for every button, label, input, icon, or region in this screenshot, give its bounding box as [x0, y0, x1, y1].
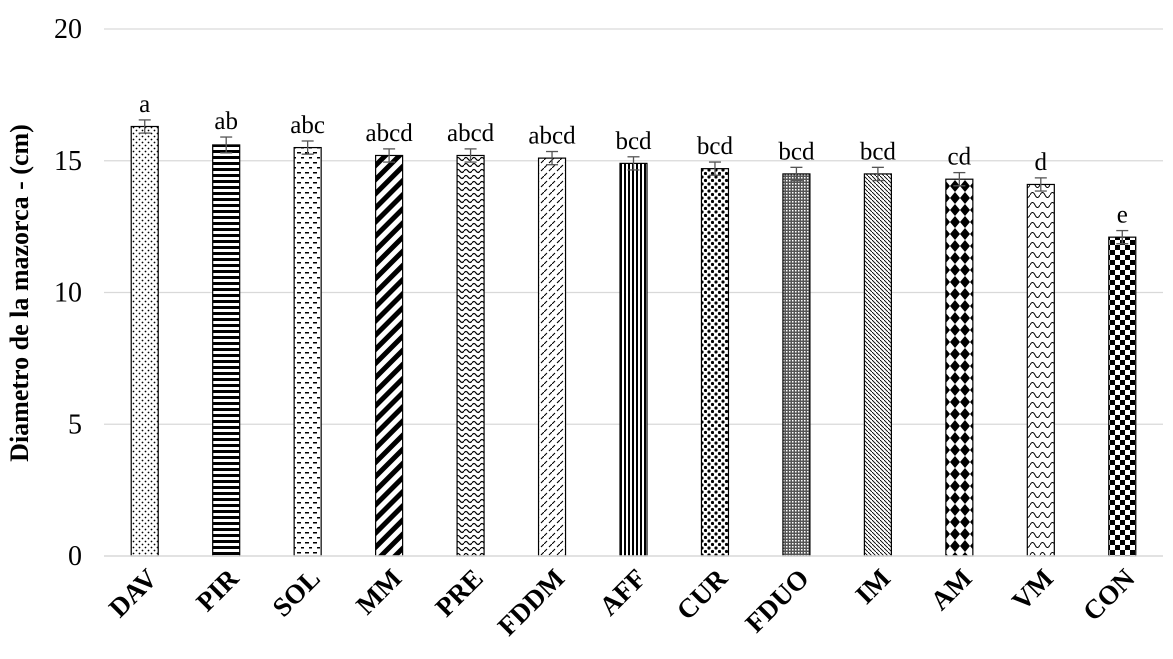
significance-letter: abcd: [447, 120, 495, 147]
x-tick-label: AFF: [593, 563, 651, 621]
bar-pir: [212, 144, 241, 557]
significance-letter: ab: [214, 108, 238, 135]
y-tick-label: 5: [68, 409, 82, 440]
significance-letter: bcd: [778, 138, 815, 165]
bar-con: [1108, 236, 1137, 557]
bar-im: [863, 173, 892, 557]
significance-letter: bcd: [860, 138, 897, 165]
bar-mm: [375, 154, 404, 557]
y-tick-label: 0: [68, 541, 82, 572]
bar-dav: [130, 125, 159, 557]
significance-letter: e: [1117, 202, 1128, 229]
significance-letter: abcd: [366, 120, 414, 147]
x-tick-label: FDUO: [739, 563, 814, 638]
x-tick-label: FDDM: [492, 563, 570, 641]
bar-vm: [1026, 183, 1055, 557]
significance-letter: cd: [948, 144, 972, 171]
significance-letter: a: [139, 91, 150, 118]
significance-letter: d: [1035, 149, 1048, 176]
bar-cur: [700, 168, 730, 557]
x-tick-label: PRE: [429, 563, 488, 622]
bar-aff: [619, 162, 648, 557]
significance-letter: abcd: [528, 123, 576, 150]
y-tick-label: 20: [54, 14, 82, 45]
x-tick-label: SOL: [266, 563, 325, 622]
y-axis-title: Diametro de la mazorca - (cm): [5, 124, 34, 462]
y-tick-label: 15: [54, 146, 82, 177]
bar-sol: [293, 146, 322, 557]
x-tick-label: VM: [1006, 563, 1059, 616]
x-tick-label: AM: [925, 563, 978, 616]
x-tick-label: CON: [1077, 563, 1141, 627]
y-tick-label: 10: [54, 278, 82, 309]
bar-am: [945, 178, 974, 557]
bar-fddm: [537, 157, 567, 557]
bars: a ab abc abcd abcd abcd bcd bcd bcd bcd cd d e: [130, 91, 1137, 557]
x-tick-label: DAV: [103, 563, 163, 623]
x-tick-label: MM: [350, 563, 407, 620]
x-axis-labels: DAV PIR SOL MM PRE FDDM AFF CUR FDUO IM AM VM CON: [103, 563, 1141, 642]
significance-letter: bcd: [615, 128, 652, 155]
significance-letter: bcd: [697, 133, 734, 160]
x-tick-label: CUR: [671, 563, 734, 626]
x-tick-label: IM: [849, 563, 896, 610]
x-tick-label: PIR: [190, 563, 244, 617]
bar-pre: [456, 154, 485, 557]
bar-fduo: [782, 173, 811, 557]
significance-letter: abc: [290, 112, 325, 139]
y-axis-ticks: 0 5 10 15 20: [54, 14, 82, 572]
